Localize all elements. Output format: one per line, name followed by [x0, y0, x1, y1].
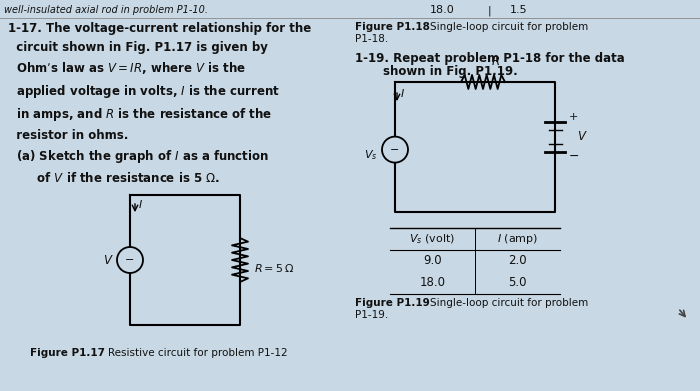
Text: $I$: $I$ — [138, 198, 143, 210]
Text: P1-18.: P1-18. — [355, 34, 388, 44]
Text: $R$: $R$ — [491, 55, 500, 68]
Text: $V_s$ (volt): $V_s$ (volt) — [410, 232, 456, 246]
Text: 1-17. The voltage-current relationship for the
  circuit shown in Fig. P1.17 is : 1-17. The voltage-current relationship f… — [8, 22, 312, 185]
Text: Resistive circuit for problem P1-12: Resistive circuit for problem P1-12 — [108, 348, 288, 358]
Text: Figure P1.19: Figure P1.19 — [355, 298, 430, 308]
Text: shown in Fig. P1.19.: shown in Fig. P1.19. — [383, 65, 518, 78]
Text: Single-loop circuit for problem: Single-loop circuit for problem — [430, 298, 588, 308]
Text: 1.5: 1.5 — [510, 5, 528, 15]
Text: −: − — [391, 145, 400, 154]
Text: $R = 5\,\Omega$: $R = 5\,\Omega$ — [254, 262, 294, 274]
Text: 2.0: 2.0 — [508, 255, 527, 267]
Text: 18.0: 18.0 — [430, 5, 455, 15]
Text: 18.0: 18.0 — [419, 276, 445, 289]
Circle shape — [117, 247, 143, 273]
Text: P1-19.: P1-19. — [355, 310, 388, 320]
Text: −: − — [569, 150, 580, 163]
Text: $I$ (amp): $I$ (amp) — [497, 232, 538, 246]
Text: Single-loop circuit for problem: Single-loop circuit for problem — [430, 22, 588, 32]
Text: Figure P1.17: Figure P1.17 — [30, 348, 105, 358]
Circle shape — [382, 136, 408, 163]
Text: −: − — [125, 255, 134, 265]
Text: 1-19. Repeat problem P1-18 for the data: 1-19. Repeat problem P1-18 for the data — [355, 52, 624, 65]
Text: well-insulated axial rod in problem P1-10.: well-insulated axial rod in problem P1-1… — [4, 5, 208, 15]
Text: |: | — [488, 5, 491, 16]
Text: $V$: $V$ — [104, 253, 114, 267]
Text: 9.0: 9.0 — [424, 255, 442, 267]
Text: +: + — [569, 111, 578, 122]
Text: 5.0: 5.0 — [508, 276, 526, 289]
Text: $V_s$: $V_s$ — [363, 148, 377, 161]
Text: $V$: $V$ — [577, 130, 588, 143]
Text: $I$: $I$ — [400, 87, 405, 99]
Text: Figure P1.18: Figure P1.18 — [355, 22, 430, 32]
